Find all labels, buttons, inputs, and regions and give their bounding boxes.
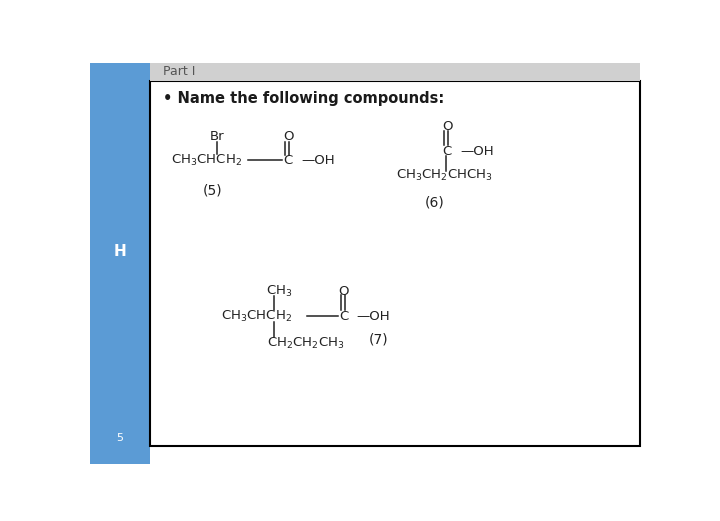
Text: Part I: Part I [163,65,195,78]
Text: $\mathrm{CH_2CH_2CH_3}$: $\mathrm{CH_2CH_2CH_3}$ [267,336,345,351]
Text: $\mathrm{CH_3}$: $\mathrm{CH_3}$ [266,283,292,299]
Text: • Name the following compounds:: • Name the following compounds: [163,91,444,106]
Text: $\mathrm{CH_3CH_2CHCH_3}$: $\mathrm{CH_3CH_2CHCH_3}$ [396,168,492,183]
Bar [90,63,150,464]
Text: $\mathrm{CH_3CHCH_2}$: $\mathrm{CH_3CHCH_2}$ [171,153,242,168]
Text: Br: Br [210,130,225,143]
Text: (5): (5) [203,184,222,198]
Text: C: C [443,145,451,158]
Text: O: O [338,284,349,297]
Text: (7): (7) [369,332,389,346]
Text: O: O [442,120,452,133]
Bar [150,63,639,81]
Text: C: C [284,154,293,167]
Text: (6): (6) [425,196,445,210]
Text: H: H [114,244,127,258]
Text: 5: 5 [117,432,124,443]
Text: —OH: —OH [460,145,494,158]
Text: —OH: —OH [356,309,390,322]
Text: $\mathrm{CH_3CHCH_2}$: $\mathrm{CH_3CHCH_2}$ [221,308,292,324]
FancyBboxPatch shape [150,81,639,445]
Text: —OH: —OH [301,154,335,167]
Text: O: O [283,130,293,143]
Text: C: C [339,309,348,322]
